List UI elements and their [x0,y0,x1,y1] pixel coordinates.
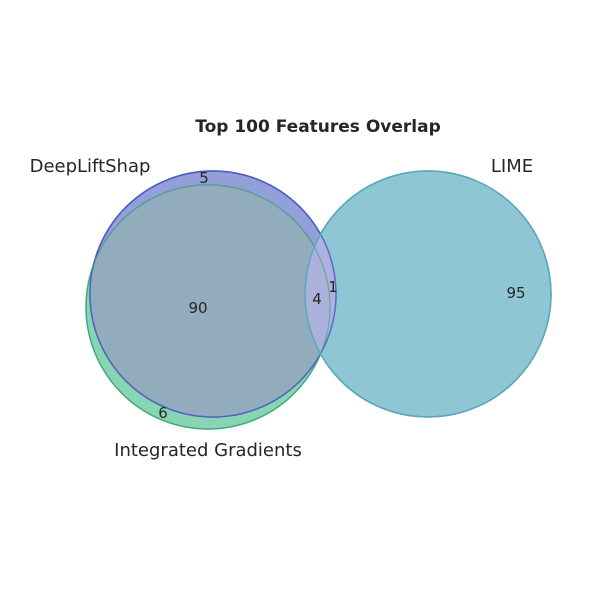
region-deepliftshap-and-integrated-gradients: 90 [188,299,207,317]
deepliftshap-outline [89,170,337,418]
deepliftshap-ig-overlap [90,185,330,417]
region-deepliftshap-and-lime: 1 [328,278,338,296]
set-label-deepliftshap: DeepLiftShap [30,156,151,177]
region-all-three: 4 [312,290,322,308]
set-label-lime: LIME [491,156,533,177]
region-lime-only: 95 [506,284,525,302]
lime-outline [304,170,552,418]
integrated-gradients-outline [85,184,331,430]
region-deepliftshap-only: 5 [199,169,209,187]
diagram-title: Top 100 Features Overlap [195,117,441,137]
region-integrated-gradients-only: 6 [158,404,168,422]
set-label-integrated-gradients: Integrated Gradients [114,440,302,461]
